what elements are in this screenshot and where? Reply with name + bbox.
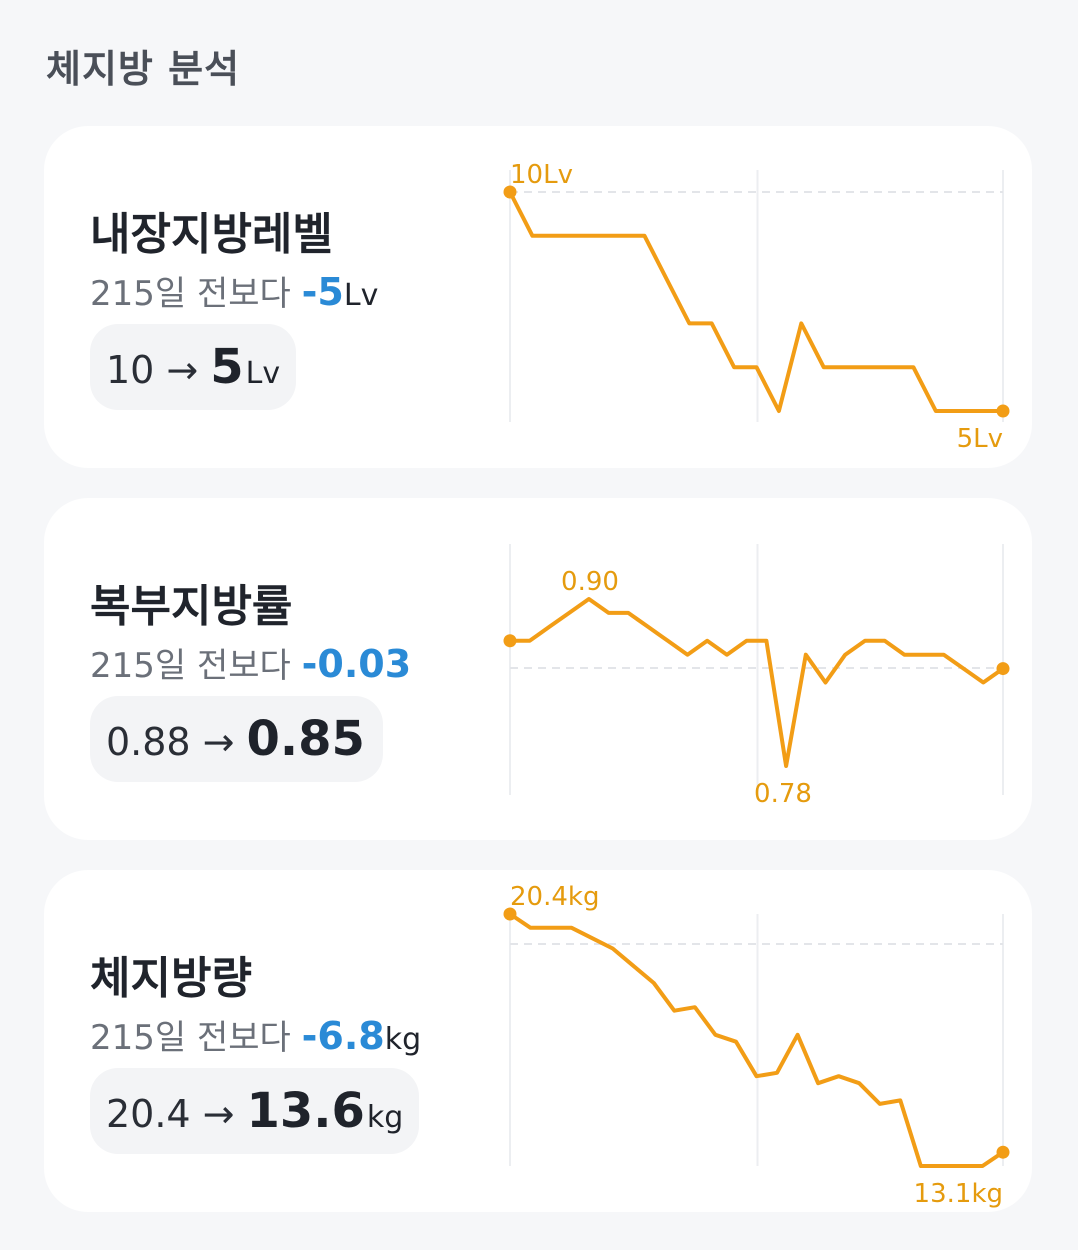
change-unit: kg: [384, 1022, 422, 1057]
min-label: 5Lv: [957, 424, 1003, 454]
to-unit: Lv: [245, 356, 281, 391]
change-delta: -5: [301, 270, 344, 314]
metric-change: 215일 전보다 -6.8kg: [90, 1010, 421, 1059]
metric-change: 215일 전보다 -0.03: [90, 638, 411, 687]
change-delta: -6.8: [301, 1014, 385, 1058]
from-value: 10: [106, 348, 155, 392]
change-unit: Lv: [343, 278, 379, 313]
change-period: 215일 전보다: [90, 646, 291, 686]
arrow-icon: →: [202, 720, 235, 764]
metric-title: 체지방량: [90, 953, 252, 1004]
metric-change: 215일 전보다 -5Lv: [90, 266, 378, 315]
min-label: 13.1kg: [914, 1179, 1003, 1209]
change-delta: -0.03: [301, 642, 412, 686]
to-value: 13.6: [246, 1083, 365, 1139]
from-value: 0.88: [106, 720, 191, 764]
min-label: 0.78: [754, 779, 812, 809]
start-point: [503, 185, 517, 199]
series-line: [508, 191, 1003, 413]
max-label: 0.90: [561, 567, 619, 597]
to-value: 5: [210, 339, 244, 395]
visceral-fat-card[interactable]: 내장지방레벨 215일 전보다 -5Lv 10 → 5 Lv: [44, 126, 1032, 468]
value-range: 20.4 → 13.6 kg: [90, 1068, 420, 1154]
start-point: [503, 907, 517, 921]
max-label: 20.4kg: [510, 882, 599, 912]
change-period: 215일 전보다: [90, 274, 291, 314]
start-point: [503, 634, 517, 648]
arrow-icon: →: [202, 1092, 235, 1136]
end-point: [996, 404, 1010, 418]
series-line: [510, 597, 1005, 768]
change-period: 215일 전보다: [90, 1018, 291, 1058]
end-point: [996, 1145, 1010, 1159]
to-unit: kg: [366, 1100, 404, 1135]
to-value: 0.85: [246, 711, 365, 767]
section-title: 체지방 분석: [46, 47, 241, 91]
arrow-icon: →: [166, 348, 199, 392]
series-line: [508, 912, 1005, 1168]
metric-title: 내장지방레벨: [90, 209, 333, 260]
from-value: 20.4: [106, 1092, 191, 1136]
value-range: 0.88 → 0.85: [90, 696, 383, 782]
value-range: 10 → 5 Lv: [90, 324, 297, 410]
max-label: 10Lv: [510, 160, 573, 190]
end-point: [996, 662, 1010, 676]
metric-title: 복부지방률: [90, 581, 293, 632]
